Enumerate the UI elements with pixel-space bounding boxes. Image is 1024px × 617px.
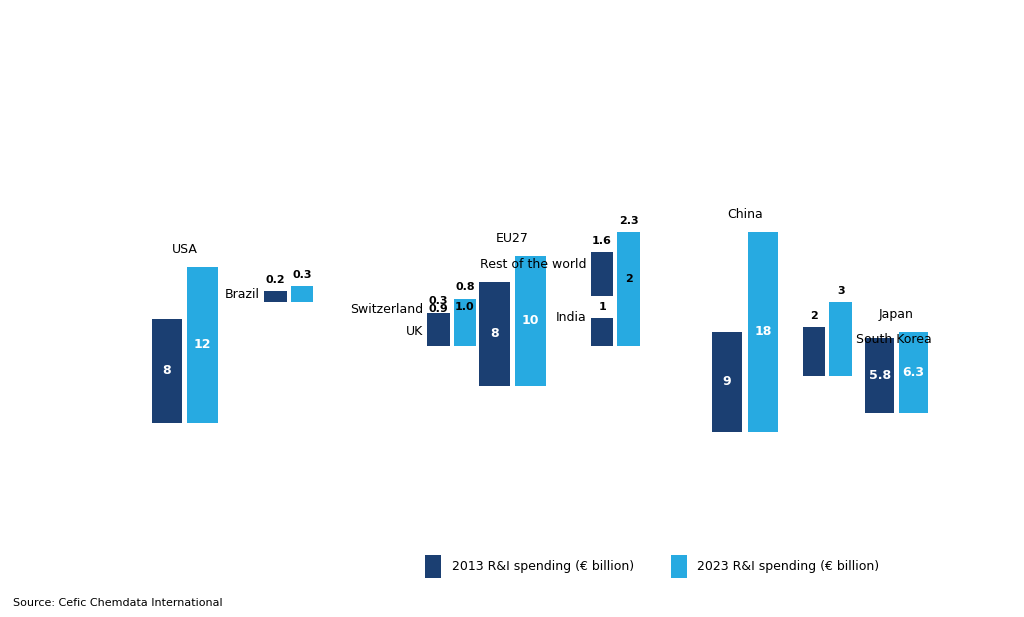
Text: 2013 R&I spending (€ billion): 2013 R&I spending (€ billion) <box>452 560 634 573</box>
Text: 2: 2 <box>810 311 818 321</box>
Text: 1.6: 1.6 <box>592 236 612 246</box>
Text: 0.3: 0.3 <box>428 296 449 307</box>
Text: 10: 10 <box>521 314 540 328</box>
Text: 3: 3 <box>837 286 845 296</box>
Text: USA: USA <box>172 243 198 256</box>
Text: South Korea: South Korea <box>856 333 932 346</box>
Text: 0.2: 0.2 <box>265 275 286 285</box>
Text: 0.8: 0.8 <box>455 283 475 292</box>
Text: 12: 12 <box>194 338 212 352</box>
Text: India: India <box>556 311 587 325</box>
Text: Japan: Japan <box>879 308 914 321</box>
Text: 1: 1 <box>598 302 606 312</box>
Text: Switzerland: Switzerland <box>350 303 423 317</box>
Text: 8: 8 <box>490 327 499 341</box>
Text: 2.3: 2.3 <box>618 216 639 226</box>
Text: 5.8: 5.8 <box>868 370 891 383</box>
Text: 9: 9 <box>723 375 731 389</box>
Text: Rest of the world: Rest of the world <box>480 258 587 271</box>
Text: UK: UK <box>406 325 423 338</box>
Text: China: China <box>727 208 763 221</box>
Text: 0.9: 0.9 <box>428 304 449 315</box>
Text: 2: 2 <box>625 274 633 284</box>
Text: 8: 8 <box>163 364 171 378</box>
Text: Source: Cefic Chemdata International: Source: Cefic Chemdata International <box>13 598 223 608</box>
Text: 0.3: 0.3 <box>292 270 312 280</box>
Text: 6.3: 6.3 <box>902 366 925 379</box>
Text: 1.0: 1.0 <box>455 302 475 312</box>
Text: Brazil: Brazil <box>225 288 260 300</box>
Text: 2023 R&I spending (€ billion): 2023 R&I spending (€ billion) <box>697 560 880 573</box>
Text: EU27: EU27 <box>496 232 529 245</box>
Text: 18: 18 <box>755 325 771 339</box>
